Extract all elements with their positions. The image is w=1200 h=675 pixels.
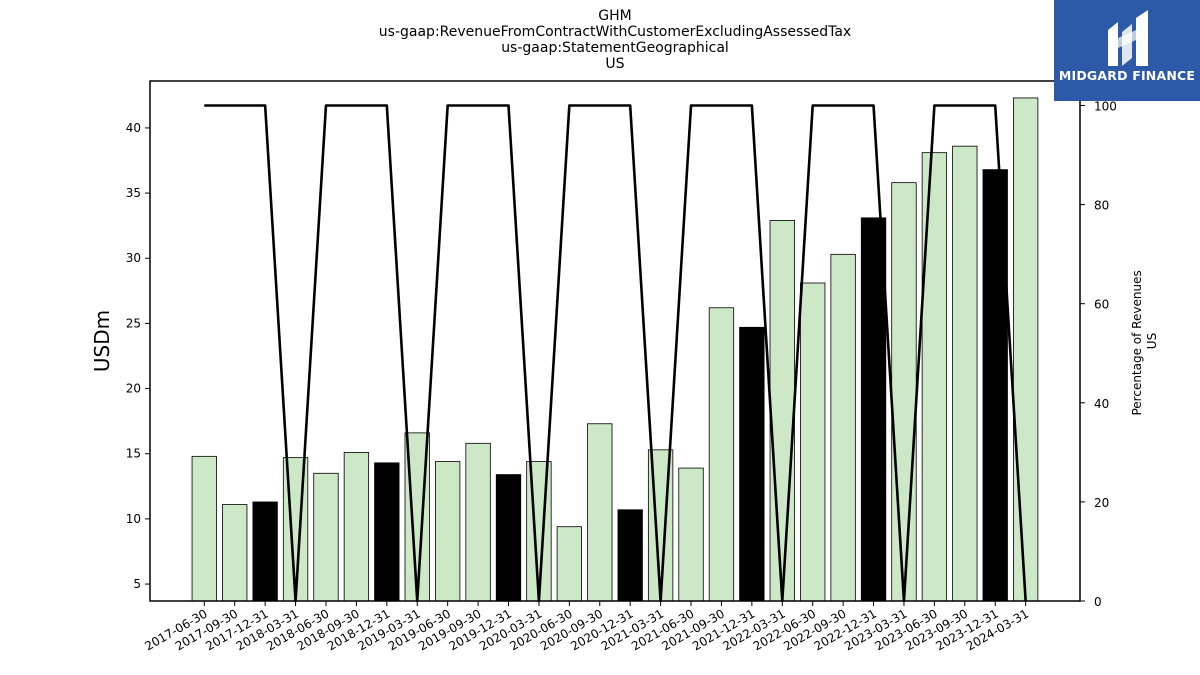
y-tick-label: 40 (126, 121, 141, 135)
percentage-line-group (204, 104, 1027, 603)
y-axis-left: 5 10 15 20 25 30 35 40 (126, 121, 150, 591)
bar-2020-12-31 (617, 509, 643, 602)
chart-title-line-1: GHM (598, 8, 631, 24)
bar-2022-12-31 (860, 217, 887, 602)
y2-tick-label: 100 (1094, 100, 1117, 114)
y2-tick-label: 80 (1094, 199, 1109, 213)
chart-title: GHMus-gaap:RevenueFromContractWithCustom… (379, 8, 851, 72)
chart-title-line-3: us-gaap:StatementGeographical (501, 40, 729, 56)
y-axis-label: USDm (90, 310, 114, 372)
bar-2020-09-30 (587, 423, 613, 602)
bar-2017-09-30 (222, 504, 248, 602)
bar-2019-09-30 (465, 442, 491, 602)
y-tick-label: 25 (126, 316, 141, 330)
plot-frame (149, 80, 1081, 602)
bar-2019-06-30 (435, 461, 461, 602)
y-tick-label: 10 (126, 512, 141, 526)
midgard-finance-logo: MIDGARD FINANCE (1054, 0, 1200, 101)
y2-tick-label: 20 (1094, 496, 1109, 510)
bar-2024-03-31 (1012, 97, 1039, 602)
bar-2021-06-30 (678, 467, 704, 602)
bar-2021-09-30 (708, 307, 735, 602)
chart-title-line-2: us-gaap:RevenueFromContractWithCustomerE… (379, 24, 851, 40)
bars-group (191, 97, 1039, 602)
y-tick-label: 15 (126, 447, 141, 461)
chart-title-line-4: US (605, 56, 624, 72)
bar-2020-06-30 (556, 526, 582, 602)
bar-2019-12-31 (495, 474, 522, 602)
y-tick-label: 5 (133, 577, 141, 591)
bar-2023-06-30 (921, 152, 948, 602)
logo-mark-icon (1108, 10, 1148, 66)
y2-axis-label-line-2: US (1145, 333, 1159, 349)
y-axis-right: 0 20 40 60 80 100 (1080, 100, 1117, 609)
bar-2022-03-31 (769, 220, 795, 602)
y2-axis-label: Percentage of Revenues US (1130, 266, 1159, 415)
y-tick-label: 35 (126, 186, 141, 200)
x-axis: 2017-06-302017-09-302017-12-312018-03-31… (142, 601, 1031, 653)
y-tick-label: 20 (126, 382, 141, 396)
bar-2023-09-30 (952, 145, 978, 602)
y2-tick-label: 40 (1094, 397, 1109, 411)
bar-2017-06-30 (191, 455, 217, 602)
bar-2022-09-30 (830, 253, 856, 602)
percentage-line (204, 104, 1027, 603)
y-tick-label: 30 (126, 251, 141, 265)
logo-text: MIDGARD FINANCE (1058, 68, 1196, 83)
bar-2023-03-31 (891, 182, 917, 602)
bar-2018-12-31 (374, 462, 400, 602)
y2-tick-label: 0 (1094, 595, 1102, 609)
y2-tick-label: 60 (1094, 298, 1109, 312)
bar-2018-09-30 (343, 452, 370, 602)
y2-axis-label-line-1: Percentage of Revenues (1130, 270, 1144, 415)
bar-2017-12-31 (252, 501, 278, 602)
bar-2018-06-30 (313, 472, 339, 602)
bar-2022-06-30 (800, 282, 826, 602)
bar-2021-12-31 (739, 326, 765, 602)
